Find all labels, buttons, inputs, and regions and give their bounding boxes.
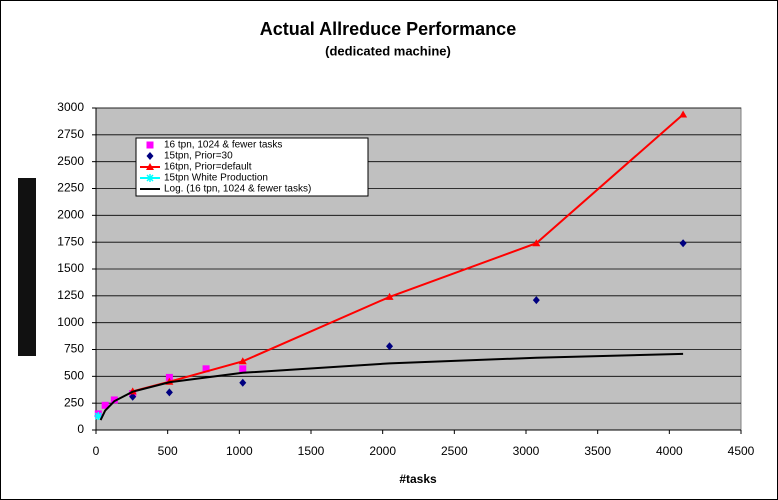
y-tick-label: 1750 [57,234,84,248]
y-tick-label: 500 [64,369,84,383]
y-tick-label: 2500 [57,154,84,168]
chart-title: Actual Allreduce Performance [260,19,516,39]
legend-label: 15tpn, Prior=30 [164,151,233,162]
y-tick-label: 1000 [57,315,84,329]
y-tick-label: 750 [64,342,84,356]
y-tick-label: 2000 [57,208,84,222]
x-axis-label: #tasks [399,472,437,486]
y-tick-label: 2250 [57,181,84,195]
y-tick-label: 250 [64,395,84,409]
y-tick-label: 1250 [57,288,84,302]
legend-marker [146,174,154,182]
x-tick-label: 0 [93,444,100,458]
marker [239,365,246,372]
x-tick-label: 1500 [298,444,325,458]
x-tick-label: 4500 [728,444,755,458]
chart-subtitle: (dedicated machine) [325,43,451,58]
y-tick-label: 0 [77,422,84,436]
legend-label: 15tpn White Production [164,173,268,184]
y-tick-label: 1500 [57,261,84,275]
legend-marker [147,142,154,149]
x-tick-label: 2500 [441,444,468,458]
x-tick-label: 1000 [226,444,253,458]
x-tick-label: 3000 [513,444,540,458]
x-tick-label: 2000 [369,444,396,458]
x-tick-label: 3500 [584,444,611,458]
y-tick-label: 2750 [57,127,84,141]
chart: Actual Allreduce Performance (dedicated … [0,0,778,500]
x-tick-label: 4000 [656,444,683,458]
x-tick-label: 500 [158,444,178,458]
legend-label: 16tpn, Prior=default [164,162,252,173]
legend-label: Log. (16 tpn, 1024 & fewer tasks) [164,184,311,195]
y-tick-label: 3000 [57,100,84,114]
legend-label: 16 tpn, 1024 & fewer tasks [164,140,282,151]
decoration-strip [18,178,36,356]
